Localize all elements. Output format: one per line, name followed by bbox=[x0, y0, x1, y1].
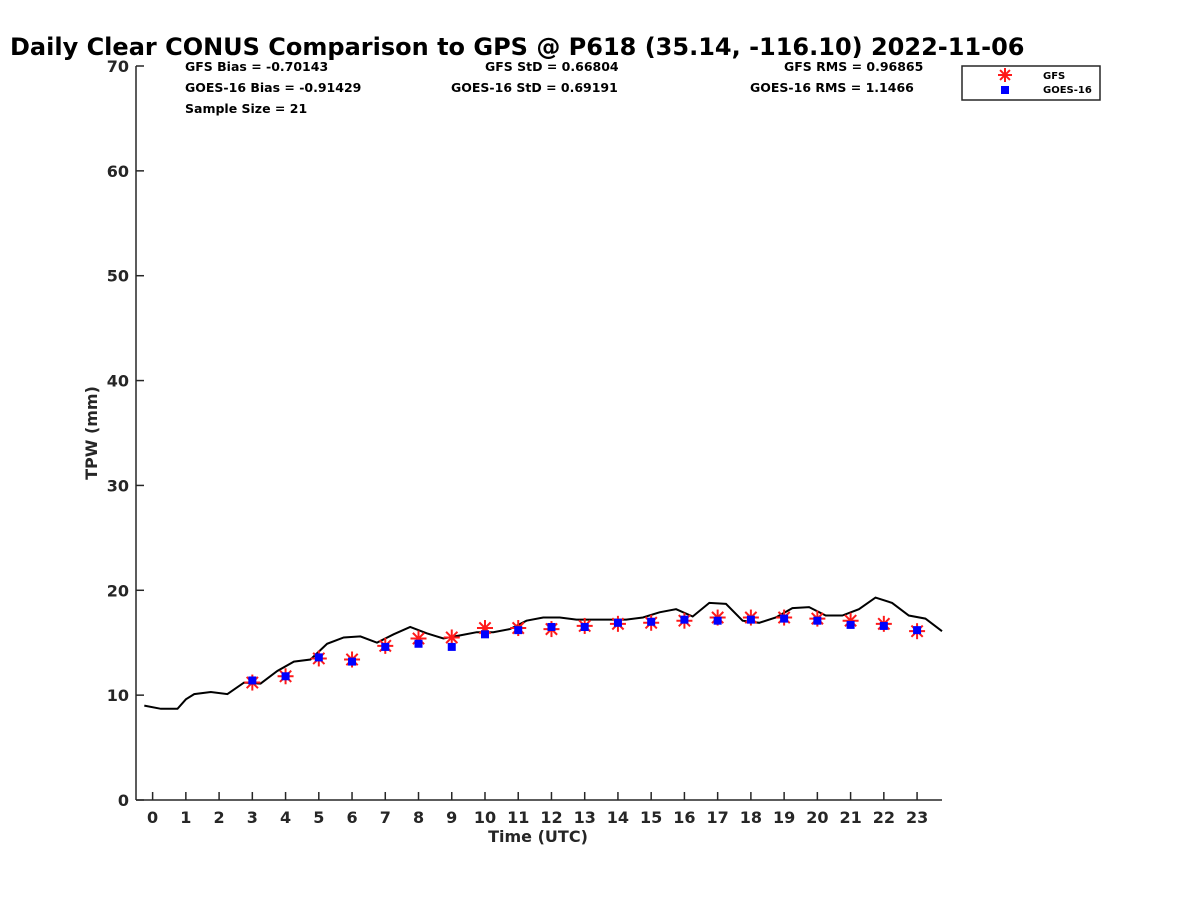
x-tick-label: 15 bbox=[640, 808, 662, 827]
y-tick-label: 60 bbox=[107, 162, 129, 181]
x-tick-label: 4 bbox=[280, 808, 291, 827]
goes-point bbox=[813, 616, 822, 625]
goes-point bbox=[780, 614, 789, 623]
x-tick-label: 16 bbox=[673, 808, 695, 827]
goes-point bbox=[746, 615, 755, 624]
y-tick-label: 20 bbox=[107, 581, 129, 600]
legend: GFS GOES-16 bbox=[961, 65, 1101, 101]
goes-point bbox=[447, 642, 456, 651]
sample-size-stat: Sample Size = 21 bbox=[185, 101, 307, 116]
goes-point bbox=[580, 622, 589, 631]
legend-gfs-label: GFS bbox=[1043, 71, 1065, 82]
goes-point bbox=[248, 676, 257, 685]
x-tick-label: 21 bbox=[839, 808, 861, 827]
x-tick-label: 14 bbox=[607, 808, 629, 827]
x-tick-label: 11 bbox=[507, 808, 529, 827]
y-tick-label: 50 bbox=[107, 267, 129, 286]
x-tick-label: 3 bbox=[247, 808, 258, 827]
y-tick-label: 70 bbox=[107, 57, 129, 76]
goes-point bbox=[713, 616, 722, 625]
goes-bias-stat: GOES-16 Bias = -0.91429 bbox=[185, 80, 361, 95]
gfs-rms-stat: GFS RMS = 0.96865 bbox=[784, 59, 923, 74]
x-tick-label: 6 bbox=[346, 808, 357, 827]
x-tick-label: 17 bbox=[707, 808, 729, 827]
x-tick-label: 9 bbox=[446, 808, 457, 827]
y-tick-label: 30 bbox=[107, 476, 129, 495]
goes-std-stat: GOES-16 StD = 0.69191 bbox=[451, 80, 618, 95]
goes-point bbox=[281, 672, 290, 681]
x-tick-label: 19 bbox=[773, 808, 795, 827]
goes-point bbox=[647, 617, 656, 626]
goes-point bbox=[414, 639, 423, 648]
legend-box bbox=[961, 65, 1101, 101]
goes-point bbox=[680, 615, 689, 624]
x-tick-label: 7 bbox=[380, 808, 391, 827]
legend-gfs-symbol bbox=[998, 68, 1012, 82]
goes-point bbox=[613, 618, 622, 627]
x-tick-label: 22 bbox=[873, 808, 895, 827]
x-tick-label: 1 bbox=[180, 808, 191, 827]
goes-point bbox=[480, 630, 489, 639]
plot-area bbox=[144, 596, 943, 710]
goes-point bbox=[381, 642, 390, 651]
goes-point bbox=[879, 621, 888, 630]
goes-point bbox=[547, 622, 556, 631]
x-tick-label: 2 bbox=[214, 808, 225, 827]
x-tick-label: 8 bbox=[413, 808, 424, 827]
goes-rms-stat: GOES-16 RMS = 1.1466 bbox=[750, 80, 914, 95]
y-axis-label: TPW (mm) bbox=[82, 386, 101, 480]
chart-title: Daily Clear CONUS Comparison to GPS @ P6… bbox=[10, 33, 1024, 61]
y-tick-label: 40 bbox=[107, 372, 129, 391]
x-axis-label: Time (UTC) bbox=[488, 827, 588, 846]
gps-series-line bbox=[144, 596, 943, 710]
x-tick-label: 20 bbox=[806, 808, 828, 827]
x-tick-label: 0 bbox=[147, 808, 158, 827]
gfs-bias-stat: GFS Bias = -0.70143 bbox=[185, 59, 328, 74]
x-tick-label: 23 bbox=[906, 808, 928, 827]
y-tick-label: 0 bbox=[118, 791, 129, 810]
x-tick-label: 18 bbox=[740, 808, 762, 827]
goes-point bbox=[314, 653, 323, 662]
goes-point bbox=[913, 626, 922, 635]
x-tick-label: 10 bbox=[474, 808, 496, 827]
goes-point bbox=[846, 620, 855, 629]
gfs-point bbox=[443, 629, 460, 646]
legend-goes-marker bbox=[1001, 86, 1009, 94]
legend-goes-symbol bbox=[1001, 86, 1009, 94]
goes-point bbox=[348, 657, 357, 666]
x-tick-label: 5 bbox=[313, 808, 324, 827]
x-tick-label: 13 bbox=[574, 808, 596, 827]
legend-gfs-marker bbox=[998, 68, 1012, 82]
gfs-std-stat: GFS StD = 0.66804 bbox=[485, 59, 619, 74]
x-tick-label: 12 bbox=[540, 808, 562, 827]
goes-point bbox=[514, 626, 523, 635]
legend-goes-label: GOES-16 bbox=[1043, 85, 1092, 96]
y-tick-label: 10 bbox=[107, 686, 129, 705]
